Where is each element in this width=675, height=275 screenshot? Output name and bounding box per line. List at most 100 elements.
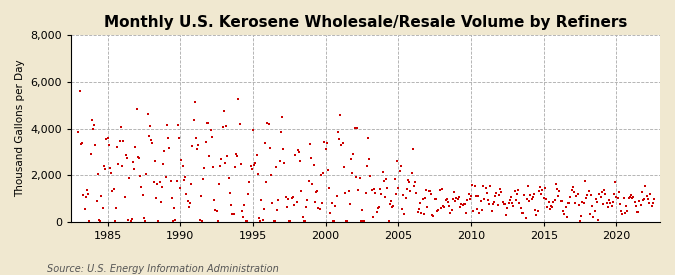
- Point: [448, 197, 458, 201]
- Point: [105, 166, 115, 170]
- Point: [269, 219, 280, 223]
- Point: [521, 196, 532, 201]
- Point: [106, 171, 117, 175]
- Point: [134, 156, 144, 161]
- Point: [568, 189, 579, 194]
- Point: [450, 199, 460, 203]
- Point: [457, 203, 468, 208]
- Point: [639, 196, 649, 201]
- Point: [626, 196, 637, 200]
- Point: [610, 180, 620, 184]
- Point: [491, 191, 502, 195]
- Point: [151, 196, 161, 200]
- Point: [492, 203, 503, 207]
- Point: [320, 147, 331, 151]
- Point: [514, 200, 525, 205]
- Point: [326, 201, 337, 206]
- Point: [434, 188, 445, 192]
- Point: [624, 195, 635, 200]
- Point: [348, 152, 359, 156]
- Point: [92, 172, 103, 176]
- Point: [238, 215, 248, 219]
- Point: [609, 192, 620, 196]
- Point: [583, 189, 594, 193]
- Point: [630, 204, 641, 208]
- Point: [143, 133, 154, 138]
- Point: [463, 192, 474, 196]
- Point: [404, 180, 414, 184]
- Point: [209, 198, 219, 203]
- Point: [347, 171, 358, 175]
- Point: [369, 187, 379, 191]
- Point: [640, 184, 651, 189]
- Point: [427, 213, 437, 218]
- Point: [76, 141, 86, 146]
- Point: [158, 161, 169, 166]
- Point: [399, 212, 410, 216]
- Point: [292, 148, 303, 153]
- Point: [649, 197, 659, 201]
- Point: [460, 201, 470, 206]
- Point: [115, 125, 126, 129]
- Point: [244, 180, 254, 184]
- Point: [520, 216, 531, 220]
- Point: [362, 136, 373, 140]
- Point: [455, 205, 466, 210]
- Point: [562, 201, 573, 205]
- Point: [477, 208, 487, 213]
- Point: [291, 200, 302, 204]
- Point: [634, 199, 645, 203]
- Point: [509, 189, 520, 193]
- Point: [577, 200, 588, 204]
- Point: [468, 209, 479, 213]
- Point: [286, 196, 297, 200]
- Point: [94, 218, 105, 222]
- Point: [437, 186, 448, 191]
- Point: [257, 218, 268, 222]
- Point: [96, 193, 107, 198]
- Point: [527, 194, 538, 199]
- Point: [456, 202, 466, 207]
- Point: [429, 197, 440, 202]
- Point: [315, 172, 326, 177]
- Point: [84, 218, 95, 223]
- Point: [205, 128, 216, 132]
- Point: [420, 196, 431, 200]
- Point: [142, 111, 153, 116]
- Point: [525, 193, 536, 197]
- Point: [300, 219, 310, 223]
- Point: [256, 198, 267, 202]
- Point: [635, 203, 646, 207]
- Point: [597, 201, 608, 206]
- Point: [438, 204, 449, 208]
- Point: [242, 219, 252, 223]
- Point: [231, 152, 242, 156]
- Point: [367, 214, 378, 219]
- Point: [83, 192, 94, 196]
- Point: [254, 219, 265, 223]
- Point: [364, 157, 375, 161]
- Point: [194, 218, 205, 222]
- Point: [141, 171, 152, 176]
- Point: [400, 196, 411, 200]
- Point: [432, 209, 443, 213]
- Point: [451, 196, 462, 201]
- Point: [585, 212, 595, 216]
- Point: [243, 192, 254, 196]
- Point: [533, 209, 543, 213]
- Point: [149, 159, 160, 163]
- Point: [433, 207, 443, 212]
- Point: [353, 188, 364, 192]
- Point: [508, 204, 519, 208]
- Point: [568, 185, 578, 189]
- Point: [355, 219, 366, 223]
- Point: [612, 196, 623, 200]
- Point: [90, 142, 101, 147]
- Point: [280, 195, 291, 200]
- Point: [310, 190, 321, 194]
- Point: [515, 206, 526, 210]
- Point: [97, 206, 108, 210]
- Point: [123, 218, 134, 222]
- Point: [361, 164, 372, 168]
- Point: [227, 212, 238, 216]
